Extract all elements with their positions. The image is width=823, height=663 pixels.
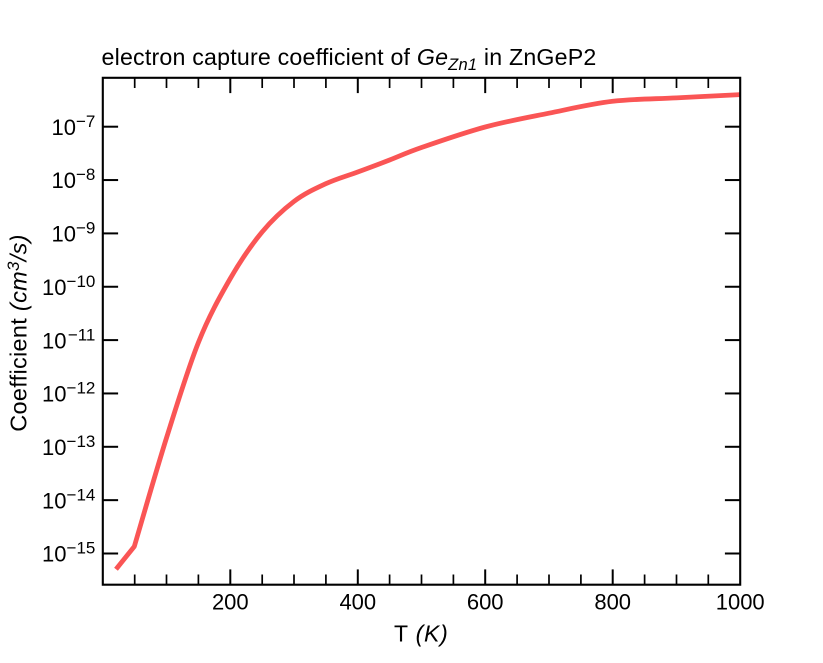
svg-text:10: 10: [42, 542, 66, 567]
svg-text:electron capture coefficient o: electron capture coefficient of GeZn1 in…: [102, 44, 597, 74]
svg-text:−13: −13: [67, 432, 96, 451]
svg-text:1000: 1000: [716, 590, 765, 615]
svg-text:200: 200: [212, 590, 249, 615]
svg-text:10: 10: [42, 435, 66, 460]
svg-text:10: 10: [42, 328, 66, 353]
svg-text:10: 10: [42, 382, 66, 407]
svg-text:10: 10: [52, 115, 76, 140]
svg-text:−11: −11: [68, 325, 96, 344]
svg-text:−14: −14: [67, 485, 96, 504]
svg-text:−9: −9: [76, 219, 95, 238]
svg-text:10: 10: [42, 275, 66, 300]
svg-text:10: 10: [52, 168, 76, 193]
svg-text:Coefficient (cm3/s): Coefficient (cm3/s): [4, 234, 32, 432]
svg-text:−12: −12: [67, 379, 96, 398]
svg-text:−8: −8: [76, 165, 95, 184]
svg-text:−7: −7: [76, 112, 95, 131]
svg-text:−15: −15: [67, 539, 96, 558]
svg-text:10: 10: [52, 222, 76, 247]
svg-text:800: 800: [594, 590, 631, 615]
svg-text:400: 400: [339, 590, 376, 615]
svg-text:T (K): T (K): [394, 621, 449, 647]
svg-text:−10: −10: [67, 272, 96, 291]
svg-text:10: 10: [42, 488, 66, 513]
svg-text:600: 600: [467, 590, 504, 615]
